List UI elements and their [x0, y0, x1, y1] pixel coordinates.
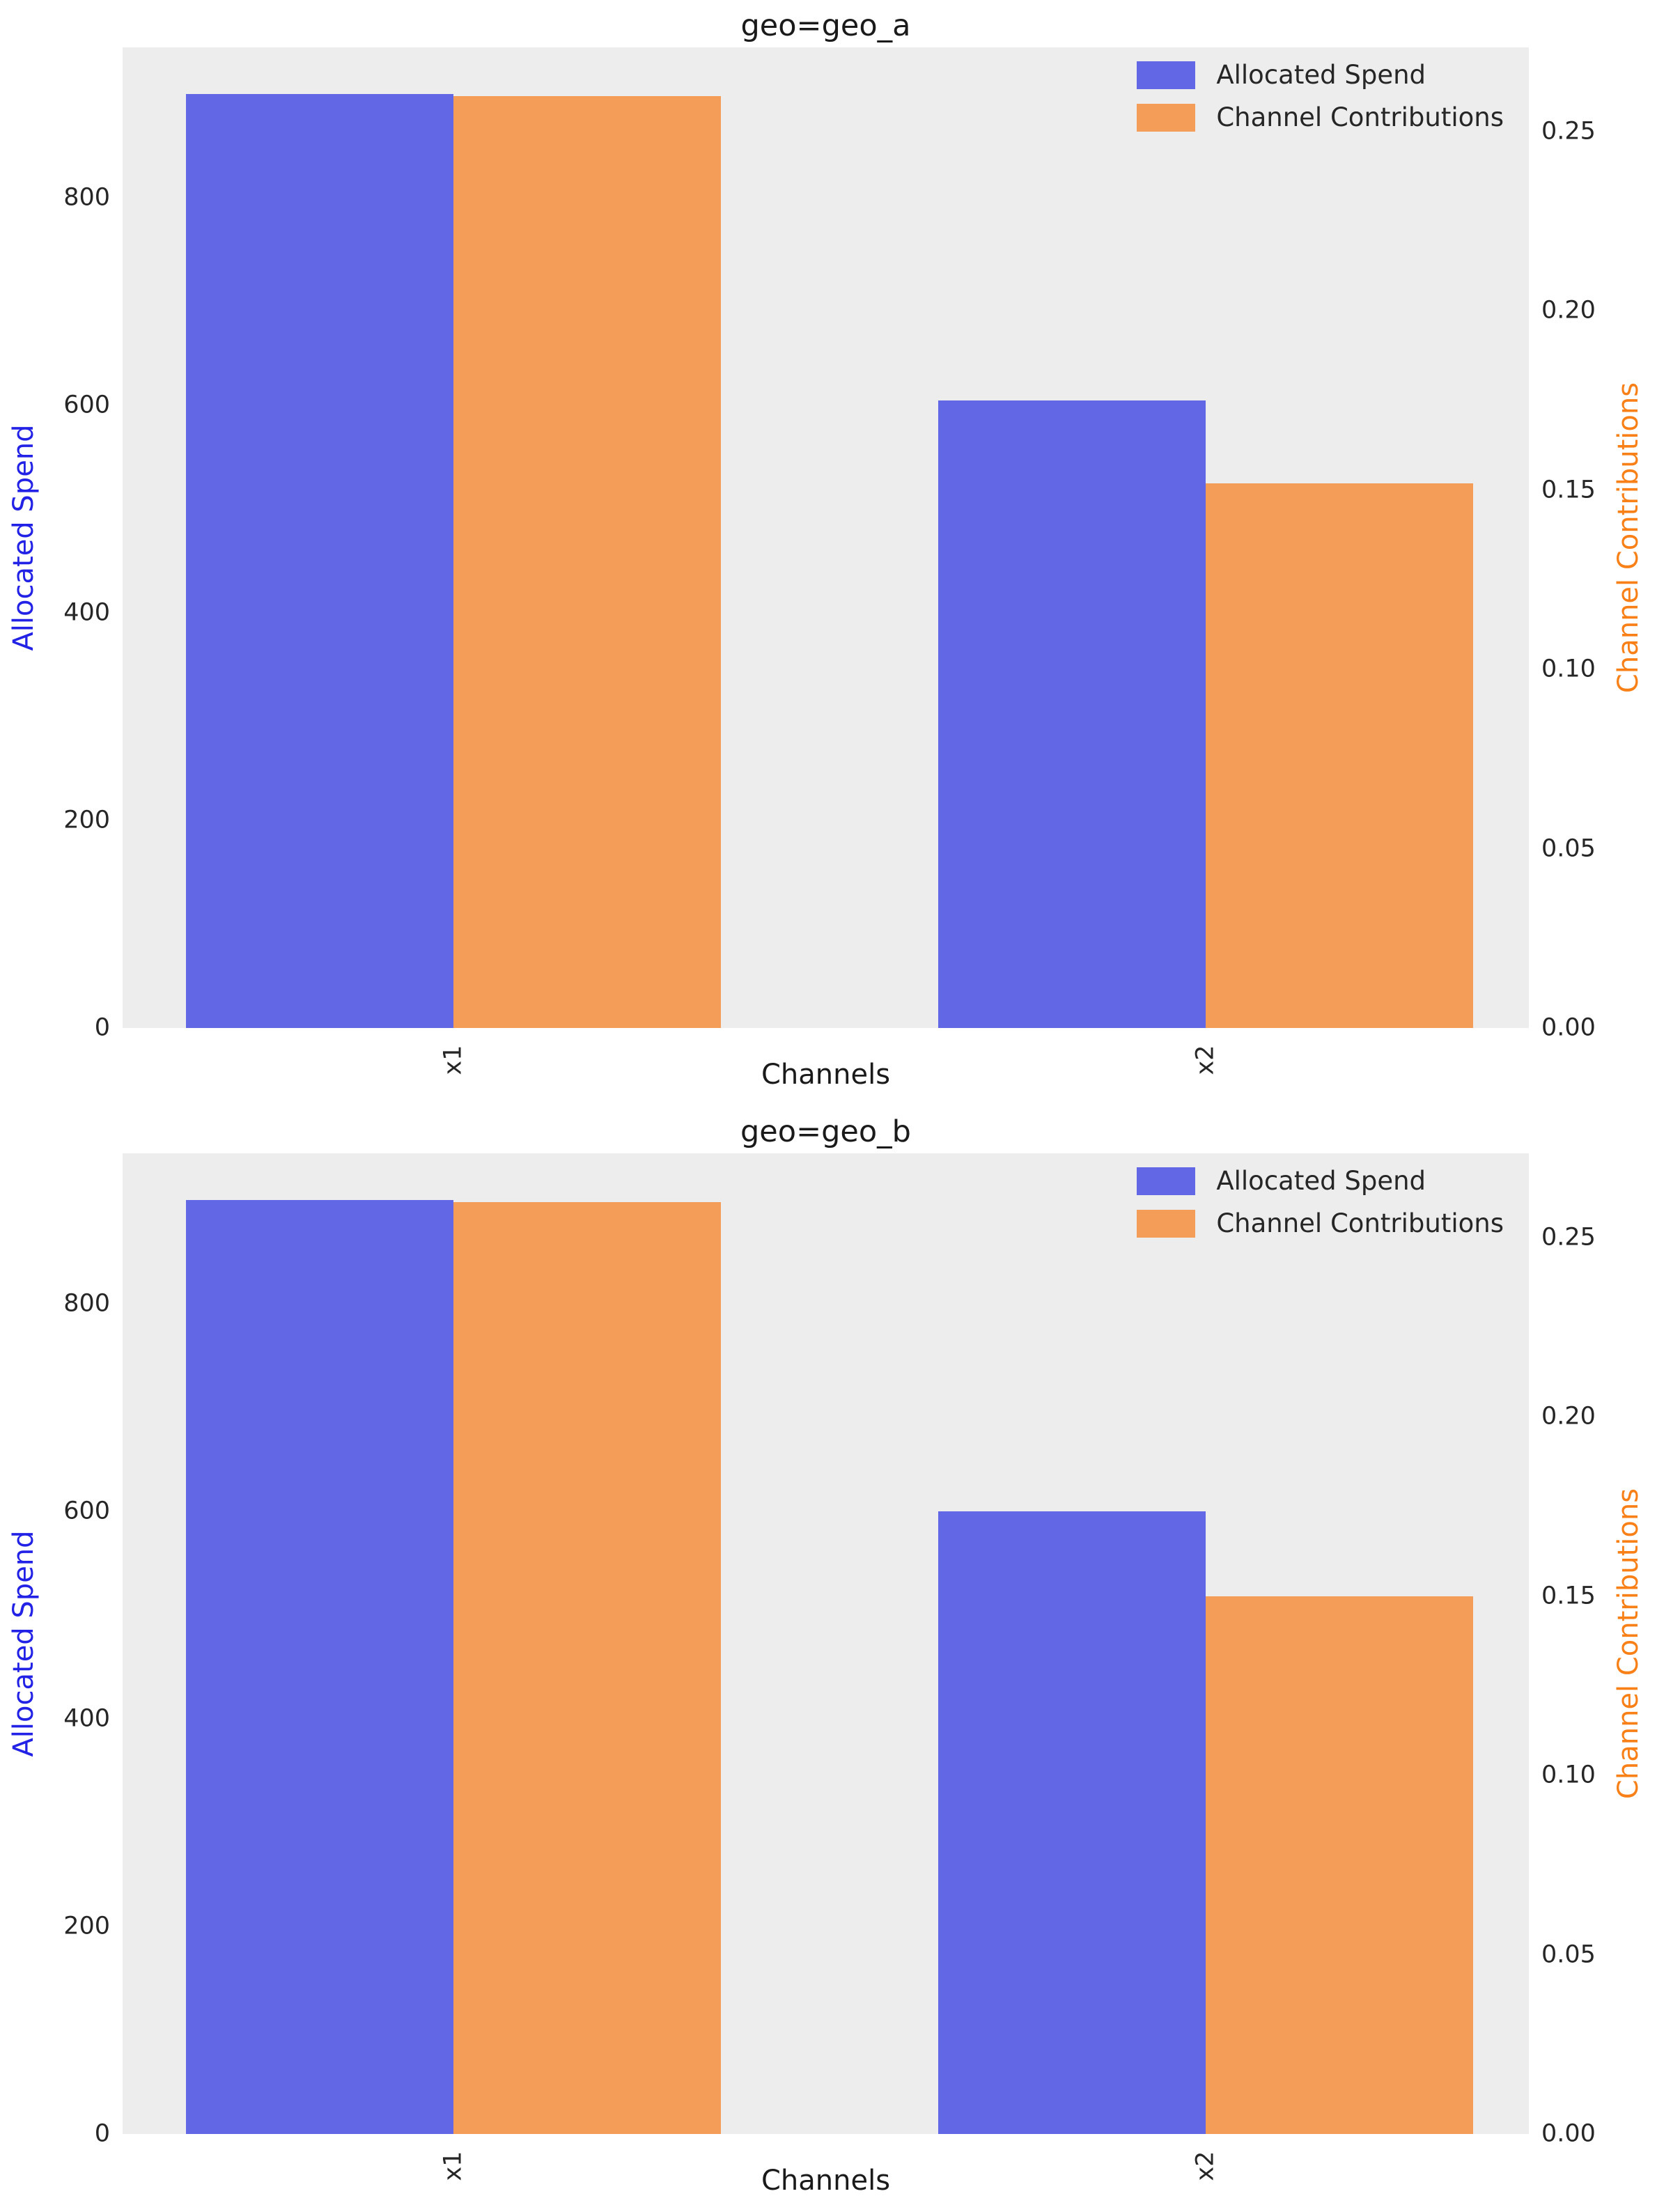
- bar-allocated-spend-x1: [186, 94, 454, 1028]
- bar-channel-contributions-x2: [1206, 483, 1474, 1028]
- legend-swatch-channel-contributions: [1137, 104, 1196, 132]
- bar-allocated-spend-x2: [938, 1511, 1206, 2134]
- subplot-geo-b: geo=geo_b Allocated Spend Channel Contrib…: [0, 1106, 1657, 2212]
- legend-item-label: Channel Contributions: [1216, 1208, 1504, 1238]
- left-y-tick-label: 400: [63, 598, 110, 627]
- right-y-tick-label: 0.05: [1541, 834, 1596, 863]
- bar-channel-contributions-x2: [1206, 1596, 1474, 2134]
- left-y-tick-label: 0: [94, 1013, 110, 1042]
- left-y-tick-label: 600: [63, 391, 110, 419]
- legend-swatch-allocated-spend: [1137, 61, 1196, 90]
- right-y-tick-label: 0.10: [1541, 655, 1596, 683]
- plot-area: Allocated Spend Channel Contributions 0 20…: [63, 1153, 1596, 2181]
- left-y-tick-label: 800: [63, 183, 110, 212]
- x-axis-label: Channels: [761, 2165, 891, 2197]
- legend-item-label: Channel Contributions: [1216, 102, 1504, 132]
- left-y-tick-label: 800: [63, 1289, 110, 1318]
- legend: Allocated Spend Channel Contributions: [1137, 1167, 1504, 1238]
- chart-title: geo=geo_b: [740, 1114, 911, 1149]
- legend: Allocated Spend Channel Contributions: [1137, 61, 1504, 132]
- left-y-tick-label: 200: [63, 1912, 110, 1940]
- left-y-tick-label: 0: [94, 2119, 110, 2148]
- legend-item: Allocated Spend: [1137, 1167, 1504, 1196]
- right-y-tick-label: 0.25: [1541, 117, 1596, 146]
- right-y-axis-label: Channel Contributions: [1612, 382, 1644, 694]
- legend-item: Allocated Spend: [1137, 61, 1504, 90]
- legend-swatch-allocated-spend: [1137, 1167, 1196, 1196]
- right-y-axis-label: Channel Contributions: [1612, 1488, 1644, 1800]
- left-y-tick-label: 200: [63, 806, 110, 834]
- left-y-axis-label: Allocated Spend: [8, 1530, 40, 1757]
- legend-item: Channel Contributions: [1137, 1208, 1504, 1238]
- right-y-tick-label: 0.20: [1541, 1402, 1596, 1431]
- bar-channel-contributions-x1: [453, 95, 722, 1028]
- right-y-tick-label: 0.15: [1541, 476, 1596, 504]
- left-y-axis-label: Allocated Spend: [8, 424, 40, 651]
- bar-allocated-spend-x2: [938, 400, 1206, 1028]
- chart-title: geo=geo_a: [740, 8, 911, 43]
- right-y-tick-label: 0.00: [1541, 2119, 1596, 2148]
- right-y-tick-label: 0.20: [1541, 296, 1596, 325]
- legend-item-label: Allocated Spend: [1216, 1166, 1426, 1196]
- legend-swatch-channel-contributions: [1137, 1210, 1196, 1238]
- x-axis-label: Channels: [761, 1059, 891, 1091]
- legend-item: Channel Contributions: [1137, 102, 1504, 132]
- right-y-tick-label: 0.10: [1541, 1761, 1596, 1789]
- subplot-geo-a: geo=geo_a Allocated Spend Channel Contrib…: [8, 8, 1644, 1091]
- bar-channel-contributions-x1: [453, 1201, 722, 2134]
- right-y-tick-label: 0.05: [1541, 1940, 1596, 1969]
- left-y-tick-label: 400: [63, 1704, 110, 1733]
- plot-area: Allocated Spend Channel Contributions 0 20…: [63, 47, 1596, 1075]
- legend-item-label: Allocated Spend: [1216, 60, 1426, 90]
- bar-allocated-spend-x1: [186, 1200, 454, 2134]
- left-y-tick-label: 600: [63, 1497, 110, 1525]
- right-y-tick-label: 0.00: [1541, 1013, 1596, 1042]
- right-y-tick-label: 0.15: [1541, 1582, 1596, 1610]
- right-y-tick-label: 0.25: [1541, 1223, 1596, 1252]
